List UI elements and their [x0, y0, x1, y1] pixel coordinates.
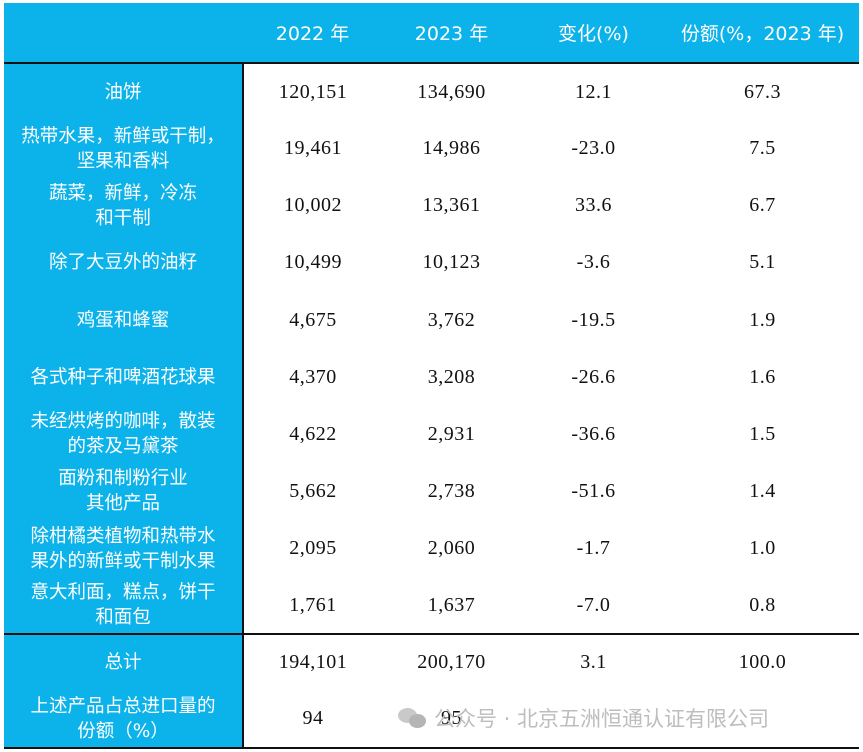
cell-change: 33.6: [575, 194, 612, 217]
table-row: 油饼 120,151 134,690 12.1 67.3: [4, 61, 859, 121]
cell-2023: 10,123: [422, 251, 481, 274]
cell-2023: 2,060: [427, 537, 476, 560]
cell-share: 6.7: [749, 194, 776, 217]
cell-share: 1.9: [749, 308, 776, 331]
cell-2022: 1,761: [289, 593, 337, 616]
row-label: 热带水果，新鲜或干制， 坚果和香料: [4, 120, 244, 178]
wechat-icon: [398, 706, 428, 730]
header-2023: 2023 年: [382, 3, 521, 63]
cell-share: 1.6: [749, 365, 776, 388]
cell-2022: 4,370: [289, 365, 337, 388]
cell-change: 12.1: [521, 61, 666, 121]
table-row: 除了大豆外的油籽 10,499 10,123 -3.6 5.1: [4, 234, 859, 292]
cell-2022: 2,095: [289, 537, 337, 560]
cell-2023: 2,931: [427, 422, 476, 445]
table-row: 热带水果，新鲜或干制， 坚果和香料 19,461 14,986 -23.0 7.…: [4, 120, 859, 178]
total-share: 100.0: [666, 633, 859, 691]
cell-share: 0.8: [749, 593, 776, 616]
cell-2023: 14,986: [422, 137, 481, 160]
cell-2023: 3,208: [427, 365, 476, 388]
cell-share: 5.1: [749, 251, 776, 274]
cell-share: 67.3: [666, 61, 859, 121]
cell-2023: 2,738: [427, 479, 476, 502]
cell-2022: 10,002: [284, 194, 342, 217]
share-row: 上述产品占总进口量的 份额（%） 94 95: [4, 690, 859, 750]
total-row: 总计 194,101 200,170 3.1 100.0: [4, 633, 859, 691]
cell-2023: 134,690: [382, 61, 521, 121]
share-2022: 94: [243, 690, 382, 750]
row-label: 鸡蛋和蜂蜜: [4, 291, 244, 349]
header-2022: 2022 年: [243, 3, 382, 63]
cell-change: -7.0: [576, 593, 611, 616]
table-row: 蔬菜，新鲜，冷冻 和干制 10,002 13,361 33.6 6.7: [4, 177, 859, 235]
cell-change: -1.7: [576, 537, 611, 560]
cell-2022: 19,461: [284, 137, 342, 160]
header-corner: [4, 3, 243, 63]
share-empty-share: [666, 690, 859, 750]
row-label: 面粉和制粉行业 其他产品: [4, 462, 244, 520]
table-row: 意大利面，糕点，饼干 和面包 1,761 1,637 -7.0 0.8: [4, 577, 859, 635]
cell-2022: 4,675: [289, 308, 337, 331]
cell-2022: 5,662: [289, 479, 337, 502]
row-label: 未经烘烤的咖啡，散装 的茶及马黛茶: [4, 405, 244, 463]
row-label: 蔬菜，新鲜，冷冻 和干制: [4, 177, 244, 235]
cell-share: 1.4: [749, 479, 776, 502]
share-empty-change: [521, 690, 666, 750]
cell-share: 7.5: [749, 137, 776, 160]
row-label: 除了大豆外的油籽: [4, 234, 244, 292]
cell-change: -23.0: [571, 137, 616, 160]
total-label: 总计: [4, 633, 244, 691]
header-share: 份额(%，2023 年): [666, 3, 859, 63]
share-label: 上述产品占总进口量的 份额（%）: [4, 690, 244, 750]
row-label: 除柑橘类植物和热带水 果外的新鲜或干制水果: [4, 520, 244, 578]
table-row: 未经烘烤的咖啡，散装 的茶及马黛茶 4,622 2,931 -36.6 1.5: [4, 405, 859, 463]
row-label: 各式种子和啤酒花球果: [4, 348, 244, 406]
table-row: 除柑橘类植物和热带水 果外的新鲜或干制水果 2,095 2,060 -1.7 1…: [4, 520, 859, 578]
row-label: 油饼: [4, 61, 244, 121]
watermark: 公众号 · 北京五洲恒通认证有限公司: [398, 703, 769, 733]
header-change: 变化(%): [521, 3, 666, 63]
cell-change: -26.6: [571, 365, 616, 388]
cell-2023: 1,637: [427, 593, 476, 616]
cell-change: -36.6: [571, 422, 616, 445]
cell-2022: 120,151: [243, 61, 382, 121]
table-row: 各式种子和啤酒花球果 4,370 3,208 -26.6 1.6: [4, 348, 859, 406]
total-2022: 194,101: [243, 633, 382, 691]
table-row: 鸡蛋和蜂蜜 4,675 3,762 -19.5 1.9: [4, 291, 859, 349]
cell-2023: 13,361: [422, 194, 481, 217]
cell-change: -19.5: [571, 308, 616, 331]
total-2023: 200,170: [382, 633, 521, 691]
table-row: 面粉和制粉行业 其他产品 5,662 2,738 -51.6 1.4: [4, 462, 859, 520]
cell-change: -3.6: [576, 251, 611, 274]
cell-change: -51.6: [571, 479, 616, 502]
header-row: 2022 年 2023 年 变化(%) 份额(%，2023 年): [4, 3, 859, 63]
cell-share: 1.5: [749, 422, 776, 445]
cell-share: 1.0: [749, 537, 776, 560]
cell-2022: 10,499: [284, 251, 342, 274]
cell-2023: 3,762: [427, 308, 476, 331]
cell-2022: 4,622: [289, 422, 337, 445]
watermark-text: 公众号 · 北京五洲恒通认证有限公司: [434, 707, 770, 731]
row-label: 意大利面，糕点，饼干 和面包: [4, 577, 244, 635]
total-change: 3.1: [521, 633, 666, 691]
import-table: 2022 年 2023 年 变化(%) 份额(%，2023 年) 油饼 120,…: [4, 3, 859, 750]
